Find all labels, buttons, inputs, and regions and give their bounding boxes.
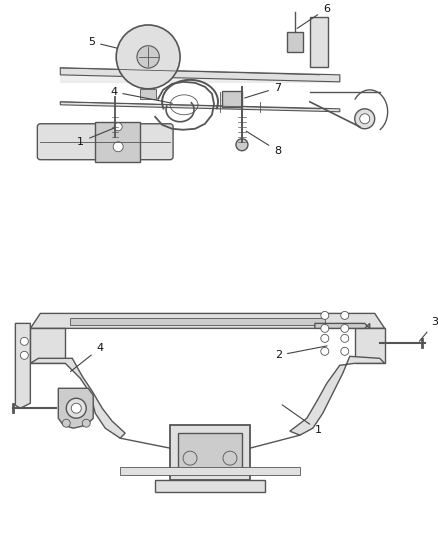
Text: 1: 1: [77, 128, 115, 147]
Polygon shape: [15, 324, 30, 408]
Circle shape: [66, 398, 86, 418]
Circle shape: [360, 114, 370, 124]
Circle shape: [321, 334, 329, 342]
Circle shape: [116, 25, 180, 89]
Circle shape: [114, 123, 122, 131]
FancyBboxPatch shape: [170, 425, 250, 480]
Polygon shape: [60, 68, 340, 82]
Circle shape: [137, 46, 159, 68]
Polygon shape: [30, 328, 65, 364]
Text: 8: 8: [246, 131, 281, 156]
Text: 6: 6: [297, 4, 330, 28]
Circle shape: [62, 419, 70, 427]
Circle shape: [341, 348, 349, 356]
FancyBboxPatch shape: [140, 89, 156, 99]
Polygon shape: [355, 328, 385, 364]
Polygon shape: [30, 358, 125, 438]
Text: 7: 7: [244, 83, 281, 98]
Circle shape: [355, 109, 374, 129]
Circle shape: [183, 451, 197, 465]
Text: 5: 5: [88, 37, 117, 49]
Circle shape: [21, 337, 28, 345]
Circle shape: [21, 351, 28, 359]
Circle shape: [321, 348, 329, 356]
Text: 4: 4: [110, 87, 173, 103]
Circle shape: [341, 325, 349, 333]
Circle shape: [113, 142, 123, 152]
Circle shape: [71, 403, 81, 413]
Polygon shape: [30, 313, 385, 328]
Polygon shape: [70, 318, 325, 325]
Text: 3: 3: [420, 317, 438, 341]
Polygon shape: [60, 102, 340, 112]
Circle shape: [82, 419, 90, 427]
FancyBboxPatch shape: [155, 480, 265, 492]
Polygon shape: [315, 324, 370, 328]
Circle shape: [341, 334, 349, 342]
FancyBboxPatch shape: [178, 433, 242, 472]
Polygon shape: [290, 357, 385, 435]
Circle shape: [110, 135, 120, 145]
FancyBboxPatch shape: [310, 17, 328, 67]
FancyBboxPatch shape: [287, 32, 303, 52]
FancyBboxPatch shape: [120, 467, 300, 475]
FancyBboxPatch shape: [37, 124, 173, 160]
Text: 4: 4: [71, 343, 103, 372]
Circle shape: [223, 451, 237, 465]
FancyBboxPatch shape: [222, 91, 242, 107]
Polygon shape: [58, 388, 93, 428]
Circle shape: [321, 325, 329, 333]
Text: 2: 2: [275, 346, 327, 360]
FancyBboxPatch shape: [95, 122, 140, 161]
Circle shape: [321, 311, 329, 319]
Text: 1: 1: [282, 405, 322, 435]
Circle shape: [236, 139, 248, 151]
Circle shape: [341, 311, 349, 319]
